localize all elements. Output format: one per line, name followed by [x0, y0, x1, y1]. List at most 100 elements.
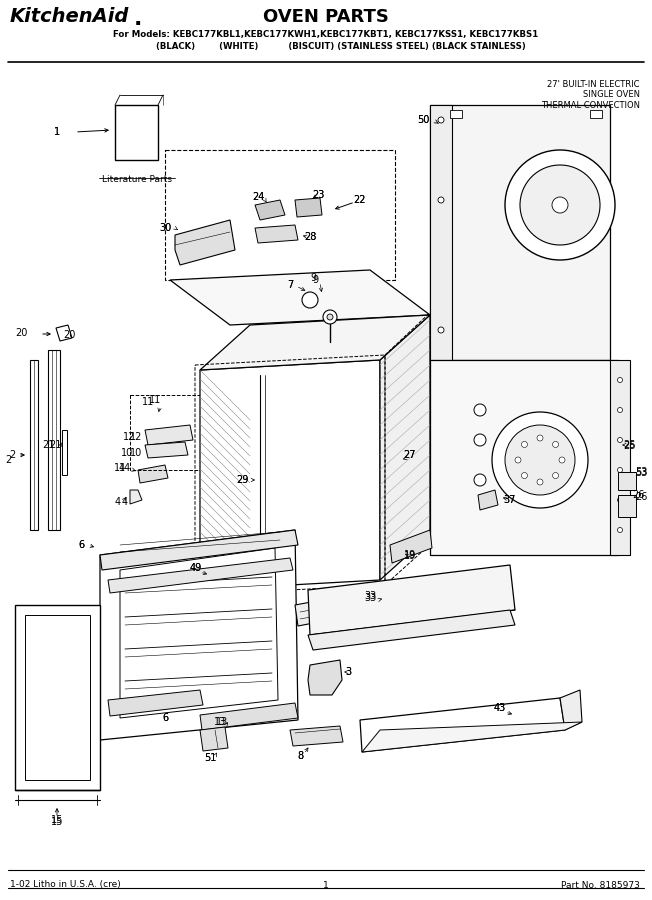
Circle shape [438, 117, 444, 123]
Polygon shape [290, 726, 343, 746]
Polygon shape [362, 722, 582, 752]
Text: 27: 27 [404, 450, 416, 460]
Text: 49: 49 [190, 563, 202, 573]
Text: 6: 6 [79, 540, 85, 550]
Text: 21: 21 [42, 440, 55, 450]
Text: 26: 26 [636, 492, 648, 502]
Polygon shape [200, 727, 228, 751]
Polygon shape [120, 548, 278, 718]
Text: 51: 51 [204, 753, 216, 763]
Text: 11: 11 [142, 397, 154, 407]
Circle shape [617, 437, 623, 443]
Text: 30: 30 [160, 223, 172, 233]
Text: 19: 19 [404, 551, 416, 561]
Bar [590, 110, 602, 118]
Circle shape [559, 457, 565, 463]
Text: 8: 8 [297, 751, 303, 761]
Polygon shape [360, 698, 565, 752]
Text: 28: 28 [304, 232, 316, 242]
Text: 6: 6 [162, 713, 168, 723]
Polygon shape [430, 360, 618, 555]
Text: 33: 33 [364, 591, 376, 601]
Circle shape [474, 434, 486, 446]
Text: 25: 25 [624, 440, 636, 450]
Polygon shape [175, 220, 235, 265]
Text: 2: 2 [9, 450, 15, 460]
Text: Part No. 8185973: Part No. 8185973 [561, 880, 640, 889]
Text: 8: 8 [297, 751, 303, 761]
Text: 50: 50 [418, 115, 430, 125]
Polygon shape [200, 315, 430, 370]
Text: 15: 15 [51, 817, 63, 827]
Bar [618, 472, 636, 490]
Text: For Models: KEBC177KBL1,KEBC177KWH1,KEBC177KBT1, KEBC177KSS1, KEBC177KBS1: For Models: KEBC177KBL1,KEBC177KWH1,KEBC… [113, 30, 539, 39]
Text: 23: 23 [312, 190, 324, 200]
Text: 2: 2 [6, 455, 12, 465]
Ellipse shape [570, 425, 590, 435]
Text: 1: 1 [54, 127, 60, 137]
Text: 20: 20 [16, 328, 28, 338]
Text: 14: 14 [119, 463, 131, 473]
Circle shape [617, 467, 623, 472]
Text: (BLACK)        (WHITE)          (BISCUIT) (STAINLESS STEEL) (BLACK STAINLESS): (BLACK) (WHITE) (BISCUIT) (STAINLESS STE… [126, 42, 526, 51]
Text: 10: 10 [121, 448, 133, 458]
Text: Literature Parts: Literature Parts [102, 175, 172, 184]
Text: 3: 3 [345, 667, 351, 677]
Text: 24: 24 [252, 192, 264, 202]
Polygon shape [108, 690, 203, 716]
Circle shape [520, 165, 600, 245]
Polygon shape [200, 703, 298, 730]
Text: 4: 4 [122, 497, 128, 507]
Polygon shape [108, 558, 293, 593]
Text: .: . [134, 9, 142, 29]
Polygon shape [130, 490, 142, 504]
Polygon shape [308, 660, 342, 695]
Text: 3: 3 [345, 667, 351, 677]
Text: 21: 21 [50, 440, 62, 450]
Polygon shape [478, 490, 498, 510]
Circle shape [492, 412, 588, 508]
Text: 49: 49 [190, 563, 202, 573]
Text: 51: 51 [204, 753, 216, 763]
Circle shape [617, 527, 623, 533]
Text: 4: 4 [115, 497, 121, 507]
Text: 6: 6 [79, 540, 85, 550]
Text: 26: 26 [632, 490, 645, 500]
Polygon shape [390, 530, 432, 563]
Text: 7: 7 [287, 280, 293, 290]
Text: 24: 24 [252, 192, 264, 202]
Bar [610, 360, 630, 555]
Polygon shape [25, 615, 90, 780]
Polygon shape [560, 690, 582, 730]
Text: 43: 43 [494, 703, 506, 713]
Bar [165, 150, 395, 280]
Text: 13: 13 [214, 717, 226, 727]
Polygon shape [145, 442, 188, 458]
Text: 25: 25 [624, 441, 636, 451]
Bar [430, 105, 610, 360]
Text: 12: 12 [123, 432, 135, 442]
Polygon shape [30, 360, 38, 530]
Bar [130, 395, 250, 470]
Circle shape [552, 197, 568, 213]
Text: 15: 15 [51, 815, 63, 825]
Text: 53: 53 [636, 468, 648, 478]
Circle shape [474, 404, 486, 416]
Text: 37: 37 [504, 495, 516, 505]
Text: 1-02 Litho in U.S.A. (cre): 1-02 Litho in U.S.A. (cre) [10, 880, 121, 889]
Text: 53: 53 [636, 467, 648, 477]
Polygon shape [138, 465, 168, 483]
Circle shape [438, 197, 444, 203]
Text: 11: 11 [149, 395, 161, 405]
Text: 13: 13 [216, 717, 228, 727]
Circle shape [522, 441, 527, 447]
Text: 1: 1 [54, 127, 60, 137]
Polygon shape [100, 530, 298, 570]
Text: 33: 33 [364, 593, 376, 603]
Text: 6: 6 [162, 713, 168, 723]
Circle shape [552, 441, 559, 447]
Polygon shape [100, 530, 298, 740]
Text: 20: 20 [64, 330, 76, 340]
Text: 7: 7 [287, 280, 293, 290]
Circle shape [537, 435, 543, 441]
